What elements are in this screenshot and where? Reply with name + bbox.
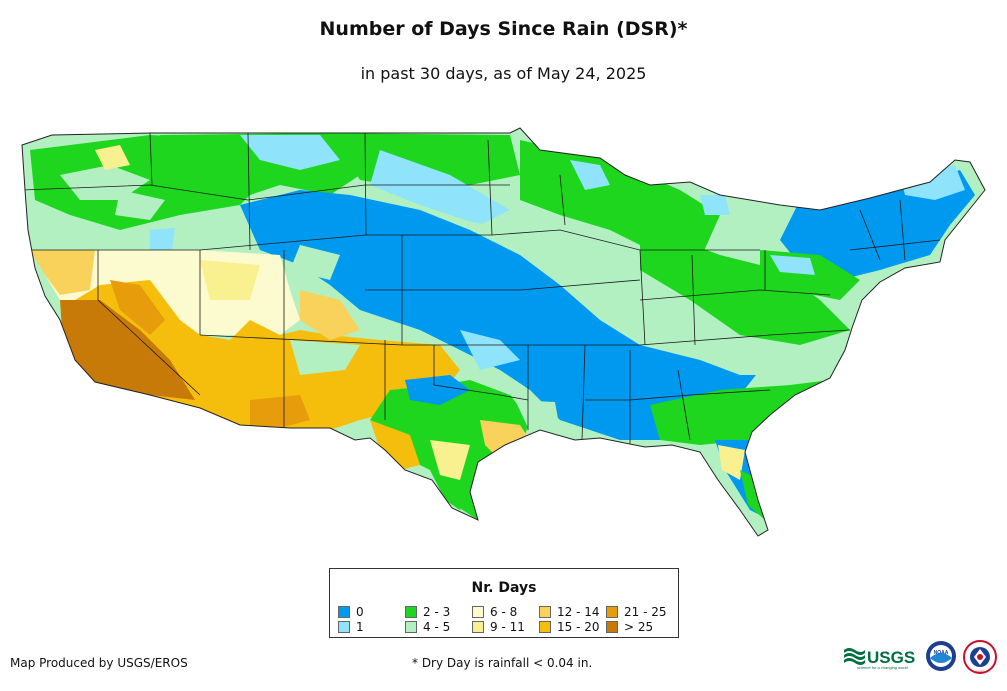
legend-swatch-1 [338, 621, 350, 633]
map-producer-credit: Map Produced by USGS/EROS [10, 656, 188, 670]
us-dsr-map [21, 127, 986, 537]
nws-logo: NWS [963, 640, 997, 674]
legend-swatch-4 [472, 606, 484, 618]
us-outline [21, 127, 986, 537]
legend-swatch-7 [539, 621, 551, 633]
legend: Nr. Days 0 1 2 - 3 4 - 5 6 - 8 9 - 11 12… [329, 568, 679, 638]
legend-swatch-0 [338, 606, 350, 618]
dsr-fill-layer [22, 128, 985, 536]
legend-swatch-6 [539, 606, 551, 618]
dry-day-footnote: * Dry Day is rainfall < 0.04 in. [412, 656, 593, 670]
legend-swatch-5 [472, 621, 484, 633]
legend-label-8: 21 - 25 [624, 605, 667, 619]
map-subtitle: in past 30 days, as of May 24, 2025 [360, 64, 647, 83]
legend-label-9: > 25 [624, 620, 654, 634]
usgs-logo: USGS science for a changing world [844, 648, 915, 670]
noaa-wordmark: NOAA [934, 650, 949, 656]
legend-swatch-2 [405, 606, 417, 618]
usgs-tagline: science for a changing world [857, 665, 908, 670]
legend-label-2: 2 - 3 [423, 605, 451, 619]
legend-label-1: 1 [356, 620, 364, 634]
legend-label-3: 4 - 5 [423, 620, 451, 634]
legend-title: Nr. Days [471, 580, 537, 596]
legend-swatch-3 [405, 621, 417, 633]
legend-label-7: 15 - 20 [557, 620, 600, 634]
noaa-logo: NOAA [926, 641, 956, 671]
legend-label-0: 0 [356, 605, 364, 619]
nws-wordmark: NWS [975, 669, 985, 674]
legend-swatch-8 [606, 606, 618, 618]
legend-label-5: 9 - 11 [490, 620, 525, 634]
usgs-wordmark: USGS [867, 648, 915, 667]
legend-swatch-9 [606, 621, 618, 633]
map-title: Number of Days Since Rain (DSR)* [319, 18, 688, 40]
legend-label-4: 6 - 8 [490, 605, 518, 619]
state-boundaries [22, 132, 941, 445]
legend-label-6: 12 - 14 [557, 605, 600, 619]
